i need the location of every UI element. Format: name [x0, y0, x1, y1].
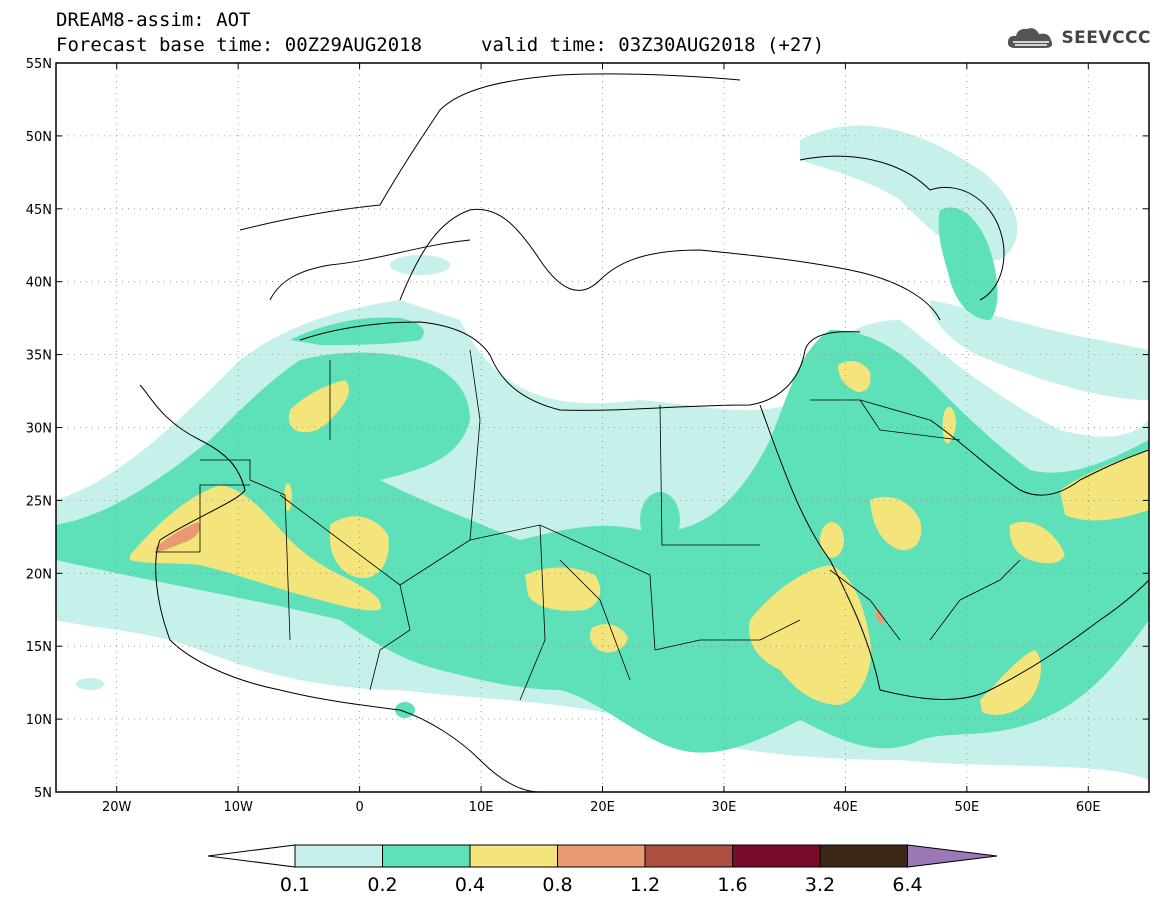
colorbar-label: 1.2: [630, 874, 660, 896]
y-tick-label: 25N: [26, 494, 52, 509]
aot-level-0.2: [56, 207, 1149, 753]
aot-level-0.4: [130, 360, 1149, 715]
colorbar-label: 0.8: [542, 874, 572, 896]
x-tick-label: 0: [355, 800, 363, 815]
y-tick-label: 50N: [26, 130, 52, 145]
y-tick-label: 45N: [26, 203, 52, 218]
country-borders: [155, 349, 1021, 701]
colorbar-box: [732, 844, 821, 868]
colorbar-box: [557, 844, 646, 868]
y-tick-label: 20N: [26, 567, 52, 582]
x-tick-label: 20W: [102, 800, 132, 815]
x-tick-label: 30E: [712, 800, 737, 815]
y-tick-label: 5N: [34, 786, 52, 801]
colorbar: 0.1 0.2 0.4 0.8 1.2 1.6 3.2 6.4: [207, 844, 998, 896]
aot-field: [56, 73, 1149, 792]
x-tick-label: 10E: [469, 800, 494, 815]
colorbar-label: 6.4: [892, 874, 922, 896]
forecast-base-time: Forecast base time: 00Z29AUG2018: [56, 34, 423, 56]
colorbar-label: 3.2: [805, 874, 835, 896]
colorbar-under-arrow: [207, 844, 296, 868]
x-tick-label: 10W: [223, 800, 253, 815]
colorbar-box: [294, 844, 383, 868]
x-tick-label: 60E: [1076, 800, 1101, 815]
y-axis: 55N 50N 45N 40N 35N 30N 25N 20N 15N 10N 5N: [26, 57, 1149, 801]
colorbar-over-arrow: [907, 844, 998, 868]
coastlines: [139, 73, 1149, 792]
colorbar-label: 1.6: [717, 874, 747, 896]
x-tick-label: 40E: [833, 800, 858, 815]
colorbar-box: [644, 844, 733, 868]
y-tick-label: 40N: [26, 276, 52, 291]
x-tick-label: 50E: [954, 800, 979, 815]
colorbar-label: 0.4: [455, 874, 485, 896]
logo-text: SEEVCCC: [1061, 28, 1151, 48]
aot-level-0.8: [155, 522, 884, 624]
gridlines: [56, 63, 1149, 792]
y-tick-label: 35N: [26, 349, 52, 364]
y-tick-label: 10N: [26, 713, 52, 728]
colorbar-label: 0.1: [280, 874, 310, 896]
y-tick-label: 15N: [26, 640, 52, 655]
x-axis: 20W 10W 0 10E 20E 30E 40E 50E 60E: [102, 63, 1101, 815]
x-tick-label: 20E: [590, 800, 615, 815]
valid-time: valid time: 03Z30AUG2018 (+27): [481, 34, 825, 56]
y-tick-label: 55N: [26, 57, 52, 72]
seevccc-logo: SEEVCCC: [1005, 24, 1151, 52]
colorbar-box: [382, 844, 471, 868]
map-title: DREAM8-assim: AOT: [56, 9, 251, 31]
colorbar-box: [819, 844, 908, 868]
colorbar-box: [469, 844, 558, 868]
colorbar-label: 0.2: [367, 874, 397, 896]
cloud-icon: [1008, 28, 1053, 48]
y-tick-label: 30N: [26, 422, 52, 437]
